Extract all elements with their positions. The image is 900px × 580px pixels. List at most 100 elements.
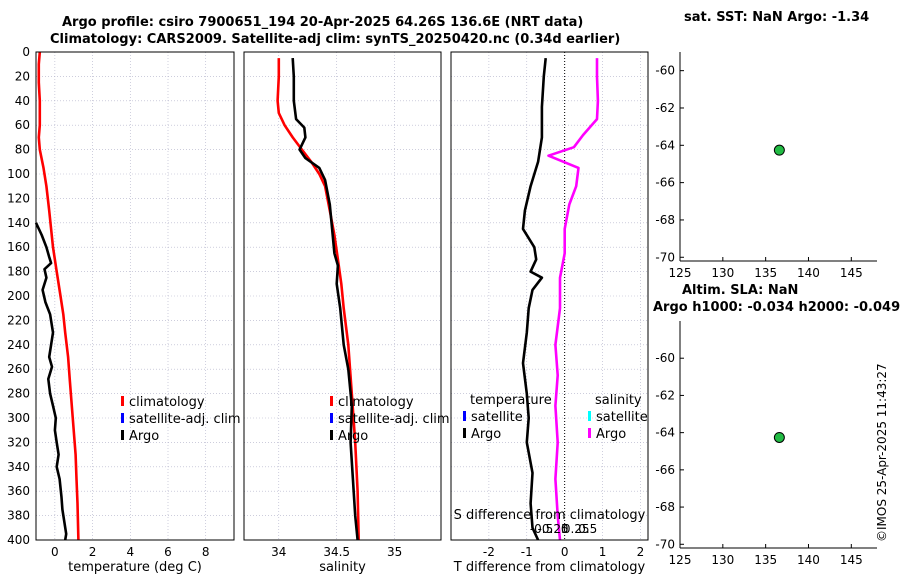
sst_map-x-tick-label: 140	[797, 266, 820, 280]
temp-legend-climatology-label: climatology	[129, 395, 205, 410]
difference-s-tick-label: -0.25	[538, 522, 569, 536]
temp-legend-satellite-swatch	[121, 413, 124, 423]
diff-legend-s-argo-label: Argo	[596, 427, 626, 442]
imos-timestamp: ©IMOS 25-Apr-2025 11:43:27	[875, 363, 889, 542]
diff-legend-t-argo-swatch	[463, 428, 466, 438]
sla_map-x-tick-label: 130	[711, 553, 734, 567]
difference-x-axis-label: T difference from climatology	[453, 560, 646, 575]
sla_map-x-tick-label: 125	[669, 553, 692, 567]
temperature-x-tick-label: 0	[51, 545, 59, 559]
difference-x-tick-label: 1	[599, 545, 607, 559]
sla-title-1: Altim. SLA: NaN	[682, 283, 799, 298]
sst_map-profile-marker	[773, 144, 785, 156]
difference-s-tick-label: 0.5	[578, 522, 597, 536]
diff-legend-s-argo-swatch	[588, 428, 591, 438]
salinity-x-tick-label: 35	[387, 545, 402, 559]
diff-legend-t-argo-label: Argo	[471, 427, 501, 442]
difference-s-tick-label: 0	[561, 522, 569, 536]
sal-series-argo	[291, 58, 359, 541]
y-tick-label: 120	[7, 191, 30, 205]
y-tick-label: 40	[15, 94, 30, 108]
sst_map-y-tick-label: -60	[655, 64, 675, 78]
y-tick-label: 400	[7, 533, 30, 547]
difference-s-axis-label: S difference from climatology	[454, 508, 646, 523]
sla_map-y-tick-label: -60	[655, 351, 675, 365]
temp-legend-satellite-label: satellite-adj. clim	[129, 412, 241, 427]
sst_map-x-tick-label: 130	[711, 266, 734, 280]
diff-series-temperature-argo	[521, 57, 547, 541]
difference-x-tick-label: 2	[637, 545, 645, 559]
y-tick-label: 240	[7, 338, 30, 352]
sst_map-x-tick-label: 145	[840, 266, 863, 280]
y-tick-label: 360	[7, 484, 30, 498]
sst_map-y-tick-label: -62	[655, 101, 675, 115]
temperature-x-tick-label: 2	[89, 545, 97, 559]
sal-legend-satellite-label: satellite-adj. clim	[338, 412, 450, 427]
diff-legend-t-satellite-swatch	[463, 411, 466, 421]
y-tick-label: 0	[22, 45, 30, 59]
diff-series-salinity-argo	[547, 58, 600, 541]
sal-legend-climatology-label: climatology	[338, 395, 414, 410]
temperature-x-tick-label: 6	[164, 545, 172, 559]
sal-legend-satellite-swatch	[330, 413, 333, 423]
difference-x-tick-label: -1	[521, 545, 533, 559]
sla_map-x-tick-label: 145	[840, 553, 863, 567]
sla_map-x-tick-label: 135	[754, 553, 777, 567]
y-tick-label: 140	[7, 216, 30, 230]
diff-legend-salinity-title: salinity	[595, 393, 642, 408]
y-tick-label: 80	[15, 143, 30, 157]
temperature-x-tick-label: 8	[202, 545, 210, 559]
diff-legend-t-satellite-label: satellite	[471, 410, 523, 425]
y-tick-label: 180	[7, 265, 30, 279]
temp-series-argo	[34, 222, 68, 541]
difference-s-tick-label: 0.25	[563, 522, 590, 536]
sla-title-2: Argo h1000: -0.034 h2000: -0.049	[653, 300, 900, 315]
temp-legend-argo-swatch	[121, 430, 124, 440]
temperature-x-tick-label: 4	[126, 545, 134, 559]
sla_map-y-tick-label: -70	[655, 537, 675, 551]
sal-legend-climatology-swatch	[330, 396, 333, 406]
sst_map-x-tick-label: 135	[754, 266, 777, 280]
difference-frame	[450, 51, 649, 541]
sla_map-y-tick-label: -62	[655, 388, 675, 402]
y-tick-label: 380	[7, 509, 30, 523]
difference-plot-area	[451, 52, 648, 540]
difference-s-tick-label: -0.5	[530, 522, 553, 536]
salinity-x-tick-label: 34	[271, 545, 286, 559]
sst_map-x-tick-label: 125	[669, 266, 692, 280]
y-tick-label: 300	[7, 411, 30, 425]
sst-title: sat. SST: NaN Argo: -1.34	[684, 10, 870, 25]
y-tick-label: 280	[7, 387, 30, 401]
sal-legend-argo-label: Argo	[338, 429, 368, 444]
sst_map-y-tick-label: -68	[655, 213, 675, 227]
y-tick-label: 320	[7, 435, 30, 449]
temp-series-climatology	[37, 51, 80, 541]
y-tick-label: 220	[7, 313, 30, 327]
temperature-x-axis-label: temperature (deg C)	[68, 560, 202, 575]
sla_map-y-tick-label: -64	[655, 426, 675, 440]
temp-legend-climatology-swatch	[121, 396, 124, 406]
sla_map-y-tick-label: -66	[655, 463, 675, 477]
sst_map-y-tick-label: -66	[655, 176, 675, 190]
sst_map-y-tick-label: -64	[655, 138, 675, 152]
y-tick-label: 200	[7, 289, 30, 303]
y-tick-label: 20	[15, 69, 30, 83]
title-line-1: Argo profile: csiro 7900651_194 20-Apr-2…	[62, 15, 584, 30]
title-line-2: Climatology: CARS2009. Satellite-adj cli…	[50, 32, 621, 47]
difference-x-tick-label: -2	[483, 545, 495, 559]
y-tick-label: 340	[7, 460, 30, 474]
diff-legend-temperature-title: temperature	[470, 393, 552, 408]
salinity-x-axis-label: salinity	[319, 560, 366, 575]
salinity-x-tick-label: 34.5	[323, 545, 350, 559]
sla_map-y-tick-label: -68	[655, 500, 675, 514]
salinity-frame	[243, 51, 442, 541]
y-tick-label: 260	[7, 362, 30, 376]
y-tick-label: 100	[7, 167, 30, 181]
diff-legend-s-satellite-label: satellite	[596, 410, 648, 425]
sal-legend-argo-swatch	[330, 430, 333, 440]
sla_map-x-tick-label: 140	[797, 553, 820, 567]
temperature-frame	[35, 51, 235, 541]
temp-legend-argo-label: Argo	[129, 429, 159, 444]
y-tick-label: 60	[15, 118, 30, 132]
difference-x-tick-label: 0	[561, 545, 569, 559]
